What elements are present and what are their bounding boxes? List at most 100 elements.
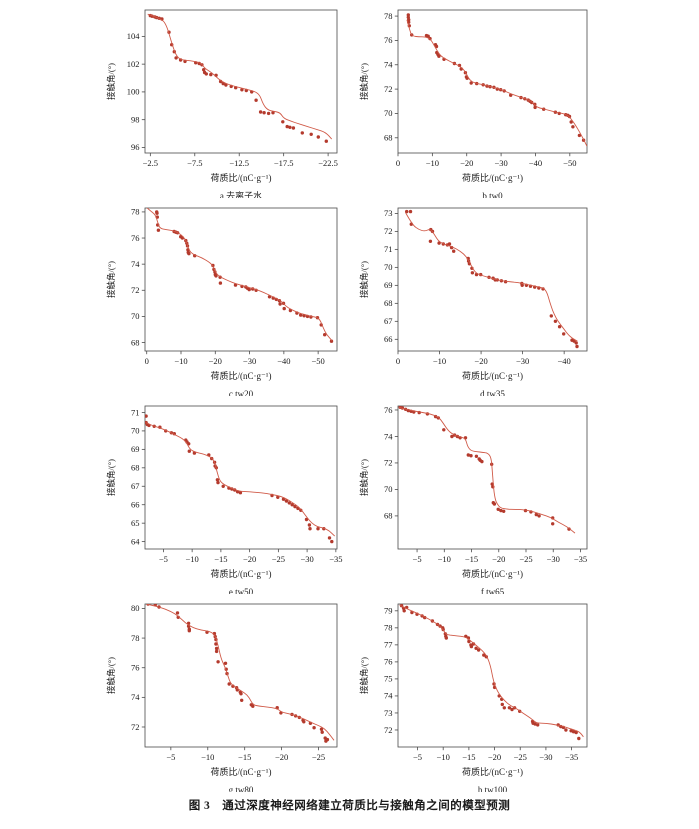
data-point [469, 454, 473, 458]
panel-title: e tw50 [229, 587, 254, 594]
x-tick-label: −20 [492, 554, 505, 564]
y-tick-label: 65 [131, 518, 140, 528]
axes-frame [144, 603, 338, 748]
y-tick-label: 70 [384, 484, 393, 494]
y-tick-label: 74 [384, 60, 393, 70]
y-axis: 64 65 66 67 68 69 70 71 [131, 407, 145, 546]
data-point [496, 507, 500, 511]
y-tick-label: 70 [384, 108, 393, 118]
scatter-points [146, 604, 330, 743]
data-point [480, 459, 484, 464]
y-tick-label: 72 [384, 458, 393, 468]
y-tick-label: 75 [384, 674, 393, 684]
y-tick-label: 70 [384, 262, 393, 272]
x-tick-label: −20 [243, 554, 256, 564]
data-point [474, 454, 479, 458]
data-point [284, 499, 289, 503]
scatter-points [398, 406, 571, 531]
x-tick-label: −10 [437, 752, 450, 762]
plot-area [146, 604, 335, 743]
data-point [221, 484, 225, 488]
y-axis-title: 接触角/(°) [359, 657, 369, 694]
axes-frame [397, 207, 588, 352]
y-axis-title: 接触角/(°) [106, 459, 116, 496]
y-tick-label: 72 [384, 84, 393, 94]
data-point [452, 249, 456, 253]
data-point [499, 508, 503, 513]
x-tick-label: −15 [214, 554, 227, 564]
data-point [447, 242, 452, 246]
x-tick-label: −5 [166, 752, 175, 762]
data-point [316, 135, 320, 139]
data-point [145, 414, 148, 418]
x-tick-label: −30 [516, 356, 529, 366]
scatter-points [405, 209, 579, 349]
x-axis: −2.5 −7.5 −12.5 −17.5 −22.5 [143, 153, 338, 168]
y-tick-label: 67 [384, 316, 393, 326]
y-tick-label: 66 [384, 334, 393, 344]
data-point [299, 313, 303, 317]
data-point [304, 517, 309, 522]
x-tick-label: −20 [275, 752, 288, 762]
data-point [287, 501, 291, 505]
y-tick-label: 104 [127, 31, 141, 41]
y-tick-label: 69 [384, 280, 393, 290]
plot-area [146, 208, 334, 343]
data-point [407, 18, 411, 22]
data-point [577, 736, 581, 741]
axes-frame [397, 9, 588, 154]
y-tick-label: 68 [384, 298, 393, 308]
panel-title: h tw100 [478, 785, 508, 792]
x-tick-label: 0 [145, 356, 149, 366]
x-tick-label: −10 [174, 356, 187, 366]
y-axis-title: 接触角/(°) [106, 657, 116, 694]
data-point [510, 707, 514, 712]
y-axis: 68 70 72 74 76 [384, 405, 398, 521]
y-tick-label: 71 [384, 244, 393, 254]
data-point [251, 704, 255, 708]
x-tick-label: −20 [474, 356, 487, 366]
x-tick-label: −7.5 [187, 158, 202, 168]
y-tick-label: 78 [131, 633, 140, 643]
x-tick-label: −25 [312, 752, 325, 762]
y-tick-label: 67 [131, 481, 140, 491]
y-tick-label: 78 [131, 207, 140, 217]
x-tick-label: 0 [396, 356, 400, 366]
data-point [290, 503, 294, 507]
x-axis-title: 荷质比/(nC·g⁻¹) [211, 172, 272, 183]
data-point [271, 111, 275, 115]
data-point [537, 514, 541, 518]
data-point [266, 111, 271, 116]
chart-svg-c: 0 −10 −20 −30 −40 −50 68 70 72 74 76 78 接触角/(°) 荷质比/(… [106, 207, 338, 399]
data-point [216, 660, 220, 664]
data-point [471, 642, 476, 646]
scatter-points [148, 13, 328, 143]
y-tick-label: 96 [131, 142, 140, 152]
data-point [240, 88, 244, 92]
y-axis-title: 接触角/(°) [106, 261, 116, 298]
x-tick-label: −30 [539, 752, 552, 762]
axes-frame [144, 9, 338, 154]
data-point [216, 480, 220, 485]
panel-title: b tw0 [482, 191, 503, 198]
plot-area [406, 13, 587, 147]
y-tick-label: 66 [131, 500, 140, 510]
data-point [227, 682, 231, 686]
panel-title: d tw35 [480, 389, 505, 396]
data-point [309, 132, 313, 136]
data-point [187, 449, 191, 453]
y-tick-label: 78 [384, 11, 393, 21]
prediction-line [145, 422, 336, 537]
y-axis: 66 67 68 69 70 71 72 73 [384, 208, 398, 344]
y-tick-label: 74 [131, 259, 140, 269]
y-tick-label: 72 [131, 285, 140, 295]
x-tick-label: −10 [201, 752, 214, 762]
prediction-line [146, 208, 333, 341]
y-tick-label: 70 [131, 311, 140, 321]
data-point [240, 698, 244, 702]
data-point [202, 68, 206, 72]
y-tick-label: 76 [131, 233, 140, 243]
x-axis: 0 −10 −20 −30 −40 −50 [145, 351, 325, 366]
data-point [262, 111, 266, 115]
data-point [175, 611, 180, 615]
